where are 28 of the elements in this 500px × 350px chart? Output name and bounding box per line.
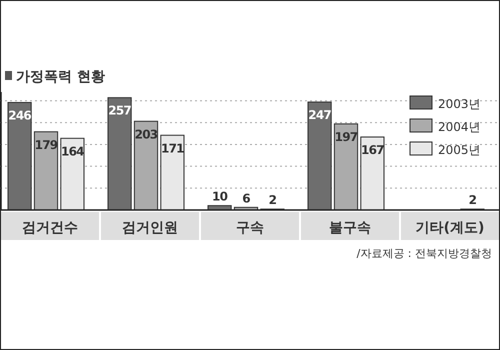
text: /자료제공 : 전북지방경찰청 bbox=[356, 247, 492, 260]
data-label: 247 bbox=[308, 108, 332, 122]
x-tick-label: 불구속 bbox=[329, 220, 371, 236]
bar bbox=[108, 97, 132, 210]
bar bbox=[60, 138, 84, 210]
bar bbox=[34, 131, 58, 210]
x-tick-label: 기타(계도) bbox=[416, 220, 484, 236]
x-tick-label: 검거건수 bbox=[22, 220, 78, 236]
bar bbox=[8, 102, 32, 210]
bar bbox=[360, 136, 384, 210]
data-label: 6 bbox=[242, 191, 250, 206]
bar bbox=[134, 120, 158, 210]
data-label: 2 bbox=[268, 193, 277, 208]
x-tick-label: 검거인원 bbox=[122, 220, 178, 236]
data-label: 2 bbox=[468, 193, 477, 208]
data-label: 257 bbox=[108, 104, 132, 118]
legend-label: 2005년 bbox=[438, 143, 481, 157]
data-label: 10 bbox=[212, 190, 228, 204]
data-label: 171 bbox=[161, 141, 184, 156]
legend-label: 2003년 bbox=[438, 97, 481, 111]
x-tick-label: 구속 bbox=[236, 220, 264, 236]
bar bbox=[160, 134, 184, 210]
data-label: 164 bbox=[61, 144, 84, 158]
legend-label: 2004년 bbox=[438, 120, 481, 134]
chart-title: 가정폭력 현황 bbox=[16, 69, 105, 85]
data-label: 246 bbox=[8, 108, 32, 122]
bar bbox=[308, 102, 332, 210]
data-label: 167 bbox=[361, 143, 384, 158]
